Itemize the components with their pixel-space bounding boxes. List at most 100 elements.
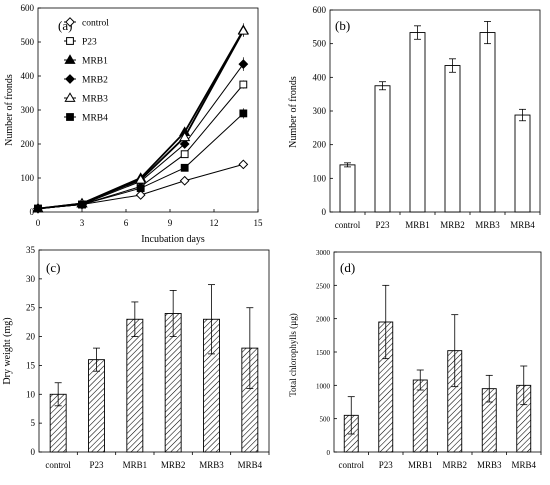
panel-c-bar-mrb1 (126, 318, 144, 453)
panel-c-axes: 0 5 10 15 20 25 30 35 control P23 MRB1 MRB2 MRB3 MRB4 (26, 245, 270, 470)
panel-b-axes: 0 100 200 300 400 500 600 control P23 MRB1 MRB2 MRB… (313, 5, 541, 230)
panel-c-bar-p23 (88, 359, 105, 453)
panel-a-data-point-mrb2 (238, 59, 249, 70)
panel-a-data-point-control (179, 175, 190, 186)
panel-d-axes: 0 500 1000 1500 2000 2500 3000 control P23 MRB1 MR… (316, 249, 542, 470)
panel-a-y-tick-label: 0 (30, 207, 35, 217)
panel-a-legend-label-mrb4: MRB4 (82, 114, 108, 124)
panel-a-x-tick-label: 12 (210, 218, 219, 228)
panel-c-y-tick-label: 20 (26, 332, 36, 342)
panel-a-data-point-p23 (239, 80, 248, 89)
panel-d-y-tick-label: 2000 (316, 316, 331, 324)
panel-a-legend-marker-mrb2 (65, 74, 75, 84)
panel-b-y-tick-label: 300 (313, 106, 327, 116)
panel-b-x-tick-label-mrb4: MRB4 (510, 220, 535, 230)
panel-a-y-axis-title: Number of fronds (4, 74, 15, 146)
panel-a-legend-label-p23: P23 (82, 38, 97, 48)
panel-a-data-point-control (238, 159, 249, 170)
panel-c-x-tick-label-mrb1: MRB1 (123, 460, 148, 470)
panel-b-y-tick-label: 200 (313, 140, 327, 150)
panel-d-y-tick-label: 0 (327, 449, 331, 457)
panel-d-bar-mrb1 (412, 379, 428, 453)
panel-a-legend: control P23 MRB1 MRB2 MRB3 MRB4 (64, 17, 109, 124)
panel-a-x-axis-title: Incubation days (141, 234, 205, 245)
panel-b-y-axis-title: Number of fronds (288, 76, 299, 148)
panel-a-x-tick-label: 3 (80, 218, 85, 228)
panel-a-legend-marker-p23 (66, 37, 74, 45)
panel-b-x-tick-label-mrb3: MRB3 (475, 220, 500, 230)
panel-d-y-tick-label: 3000 (316, 249, 331, 257)
panel-a-data-point-mrb3 (179, 131, 191, 142)
panel-a-data-point-mrb4 (239, 109, 248, 118)
panel-b-bars (339, 21, 531, 213)
panel-d-x-tick-label-mrb2: MRB2 (442, 460, 467, 470)
panel-a-data-point-mrb4 (78, 200, 86, 209)
panel-a-data-point-control (135, 190, 146, 200)
panel-c-y-tick-label: 5 (31, 418, 36, 428)
panel-b-y-tick-label: 0 (322, 207, 327, 217)
panel-c-bars (49, 284, 259, 453)
panel-d-x-tick-label-mrb3: MRB3 (477, 460, 502, 470)
panel-c-bar-chart: (c) 0 5 10 15 20 25 30 35 control P23 MRB1 MRB2 MRB3… (2, 245, 270, 470)
panel-b-x-tick-label-control: control (335, 220, 361, 230)
panel-b-bar-chart: (b) 0 100 200 300 400 500 600 control P23 MRB1 MRB… (288, 5, 541, 230)
panel-d-x-tick-label-p23: P23 (379, 460, 394, 470)
panel-b-bar-control (339, 164, 356, 213)
panel-a-legend-marker-control (65, 17, 75, 27)
panel-b-x-tick-label-p23: P23 (375, 220, 390, 230)
panel-a-legend-marker-mrb4 (66, 113, 74, 121)
panel-d-x-tick-label-control: control (339, 460, 365, 470)
panel-c-plot-frame (38, 249, 270, 453)
panel-d-y-tick-label: 2500 (316, 282, 331, 290)
panel-a-y-tick-label: 500 (21, 37, 35, 47)
panel-b-bar-mrb3 (479, 32, 496, 213)
panel-b-y-tick-label: 400 (313, 72, 327, 82)
panel-a-legend-marker-mrb1 (64, 54, 76, 64)
panel-a-legend-label-mrb1: MRB1 (82, 57, 108, 67)
panel-a-x-tick-label: 6 (124, 218, 129, 228)
panel-c-x-tick-label-mrb3: MRB3 (199, 460, 224, 470)
panel-b-plot-frame (329, 9, 541, 213)
panel-c-x-tick-label-control: control (45, 460, 71, 470)
panel-a-y-tick-label: 600 (21, 3, 35, 13)
panel-a-series (32, 23, 249, 214)
panel-c-x-tick-label-mrb4: MRB4 (238, 460, 263, 470)
panel-a-y-tick-label: 200 (21, 139, 35, 149)
panel-a-data-point-mrb3 (135, 174, 147, 184)
panel-b-y-tick-label: 600 (313, 5, 327, 15)
panel-a-y-tick-label: 100 (21, 173, 35, 183)
panel-a-data-point-mrb2 (179, 139, 190, 149)
panel-a-data-point-mrb3 (237, 25, 249, 35)
panel-c-y-tick-label: 30 (26, 274, 36, 284)
panel-d-bar-chart: (d) 0 500 1000 1500 2000 2500 3000 control P23 MR… (288, 249, 542, 470)
panel-a-data-point-mrb4 (180, 163, 189, 172)
panel-a-data-point-mrb4 (136, 184, 145, 193)
panel-d-y-tick-label: 500 (320, 416, 331, 424)
panel-d-bars (343, 284, 532, 453)
panel-a-legend-label-mrb3: MRB3 (82, 95, 108, 105)
panel-b-bar-p23 (374, 85, 391, 213)
panel-d-y-tick-label: 1000 (316, 382, 331, 390)
panel-a-legend-label-control: control (82, 19, 109, 29)
panel-a-x-tick-label: 9 (168, 218, 173, 228)
panel-d-x-tick-label-mrb4: MRB4 (511, 460, 536, 470)
panel-a-legend-label-mrb2: MRB2 (82, 76, 108, 86)
panel-d-y-axis-title: Total chlorophylls (µg) (288, 313, 298, 397)
panel-a-y-tick-label: 300 (21, 105, 35, 115)
panel-a-legend-marker-mrb3 (64, 92, 76, 102)
panel-b-x-tick-label-mrb1: MRB1 (405, 220, 430, 230)
panel-d-plot-frame (333, 251, 542, 453)
panel-c-y-tick-label: 15 (26, 360, 36, 370)
panel-b-y-tick-label: 500 (313, 39, 327, 49)
panel-c-y-tick-label: 25 (26, 303, 36, 313)
panel-c-x-tick-label-mrb2: MRB2 (161, 460, 186, 470)
panel-a-x-tick-label: 0 (36, 218, 41, 228)
panel-a-y-tick-label: 400 (21, 71, 35, 81)
panel-c-label: (c) (46, 260, 60, 275)
panel-b-bar-mrb1 (409, 32, 426, 213)
panel-b-y-tick-label: 100 (313, 173, 327, 183)
panel-d-label: (d) (340, 260, 355, 275)
panel-d-y-tick-label: 1500 (316, 349, 331, 357)
panel-c-x-tick-label-p23: P23 (89, 460, 104, 470)
